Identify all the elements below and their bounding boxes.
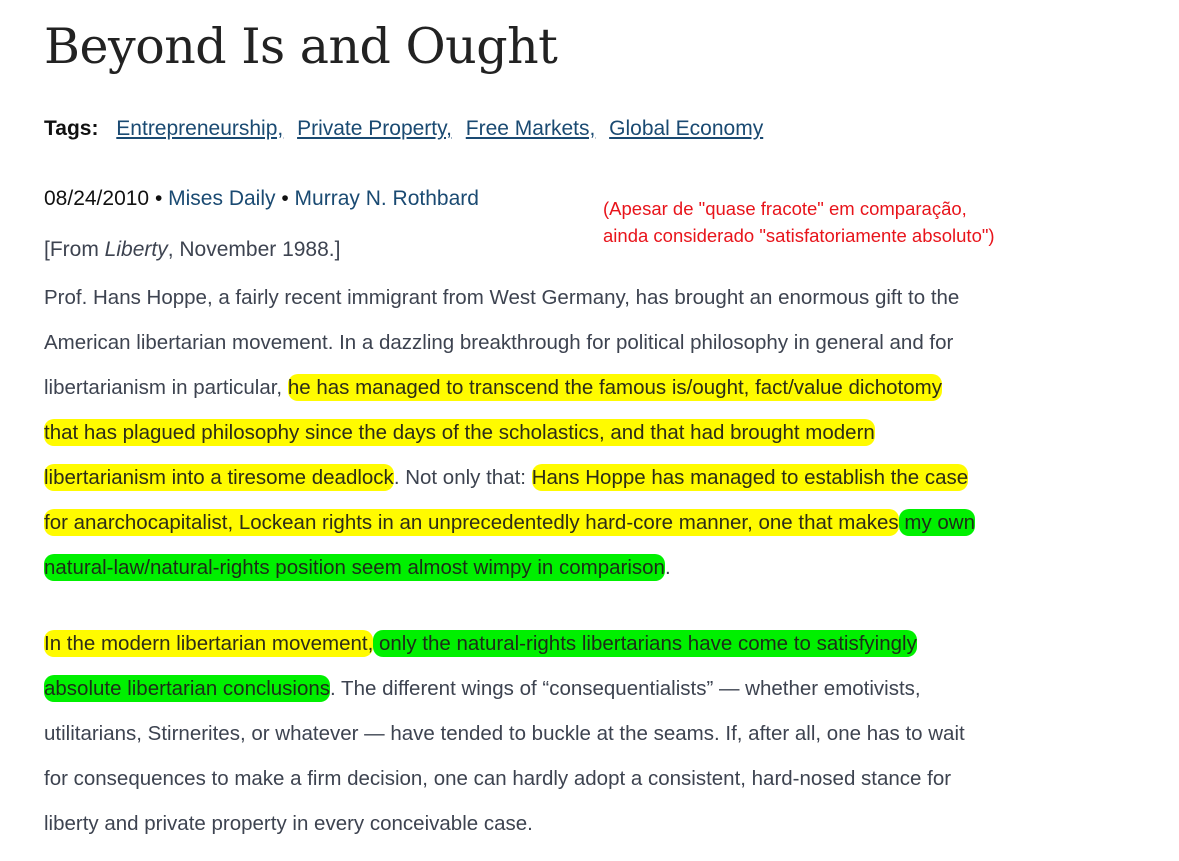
yellow-highlight: that has plagued philosophy since the da… xyxy=(44,419,875,446)
source-prefix: [From xyxy=(44,238,105,261)
annotation-note: (Apesar de "quase fracote" em comparação… xyxy=(603,195,995,249)
source-note: [From Liberty, November 1988.] xyxy=(44,238,340,262)
text-line: that has plagued philosophy since the da… xyxy=(44,410,975,455)
annotation-line: ainda considerado "satisfatoriamente abs… xyxy=(603,225,995,246)
text-line: utilitarians, Stirnerites, or whatever —… xyxy=(44,711,965,756)
text-line: American libertarian movement. In a dazz… xyxy=(44,320,975,365)
tag-link-free-markets[interactable]: Free Markets, xyxy=(465,117,596,140)
text-segment: . Not only that: xyxy=(393,466,532,489)
tag-link-private-property[interactable]: Private Property, xyxy=(297,117,452,140)
text-segment: for consequences to make a firm decision… xyxy=(44,767,952,790)
paragraph-1: Prof. Hans Hoppe, a fairly recent immigr… xyxy=(44,275,976,590)
yellow-highlight: for anarchocapitalist, Lockean rights in… xyxy=(44,509,899,536)
text-line: for consequences to make a firm decision… xyxy=(44,756,965,801)
text-segment: American libertarian movement. In a dazz… xyxy=(44,331,954,354)
text-line: Prof. Hans Hoppe, a fairly recent immigr… xyxy=(44,275,975,320)
yellow-highlight: he has managed to transcend the famous i… xyxy=(287,374,942,401)
text-line: libertarianism in particular, he has man… xyxy=(44,365,975,410)
source-suffix: , November 1988.] xyxy=(167,238,341,261)
tags-label: Tags: xyxy=(44,117,99,140)
tag-link-entrepreneurship[interactable]: Entrepreneurship, xyxy=(116,117,284,140)
text-line: natural-law/natural-rights position seem… xyxy=(44,545,975,590)
green-highlight: absolute libertarian conclusions xyxy=(44,675,331,702)
article-title: Beyond Is and Ought xyxy=(44,18,558,75)
source-publication: Liberty xyxy=(104,238,168,261)
author-link[interactable]: Murray N. Rothbard xyxy=(294,187,479,210)
publish-date: 08/24/2010 xyxy=(44,187,150,210)
green-highlight: my own xyxy=(898,509,976,536)
text-line: absolute libertarian conclusions. The di… xyxy=(44,666,965,711)
publication-link[interactable]: Mises Daily xyxy=(168,187,276,210)
text-line: libertarianism into a tiresome deadlock.… xyxy=(44,455,975,500)
tag-link-global-economy[interactable]: Global Economy xyxy=(609,117,764,140)
text-line: liberty and private property in every co… xyxy=(44,801,965,846)
text-segment: libertarianism in particular, xyxy=(44,376,288,399)
separator: • xyxy=(149,187,169,210)
article-meta: 08/24/2010 • Mises Daily • Murray N. Rot… xyxy=(44,187,479,211)
yellow-highlight: In the modern libertarian movement, xyxy=(44,630,374,657)
paragraph-2: In the modern libertarian movement, only… xyxy=(44,621,965,846)
yellow-highlight: libertarianism into a tiresome deadlock xyxy=(44,464,394,491)
text-segment: Prof. Hans Hoppe, a fairly recent immigr… xyxy=(44,286,960,309)
text-segment: liberty and private property in every co… xyxy=(44,812,533,835)
text-segment: . xyxy=(664,556,671,579)
text-segment: utilitarians, Stirnerites, or whatever —… xyxy=(44,722,965,745)
yellow-highlight: Hans Hoppe has managed to establish the … xyxy=(531,464,969,491)
green-highlight: only the natural-rights libertarians hav… xyxy=(373,630,917,657)
green-highlight: natural-law/natural-rights position seem… xyxy=(44,554,665,581)
annotation-line: (Apesar de "quase fracote" em comparação… xyxy=(603,198,967,219)
separator: • xyxy=(275,187,295,210)
text-line: for anarchocapitalist, Lockean rights in… xyxy=(44,500,976,545)
tags-row: Tags: Entrepreneurship, Private Property… xyxy=(44,117,771,141)
text-segment: . The different wings of “consequentiali… xyxy=(330,677,921,700)
text-line: In the modern libertarian movement, only… xyxy=(44,621,965,666)
